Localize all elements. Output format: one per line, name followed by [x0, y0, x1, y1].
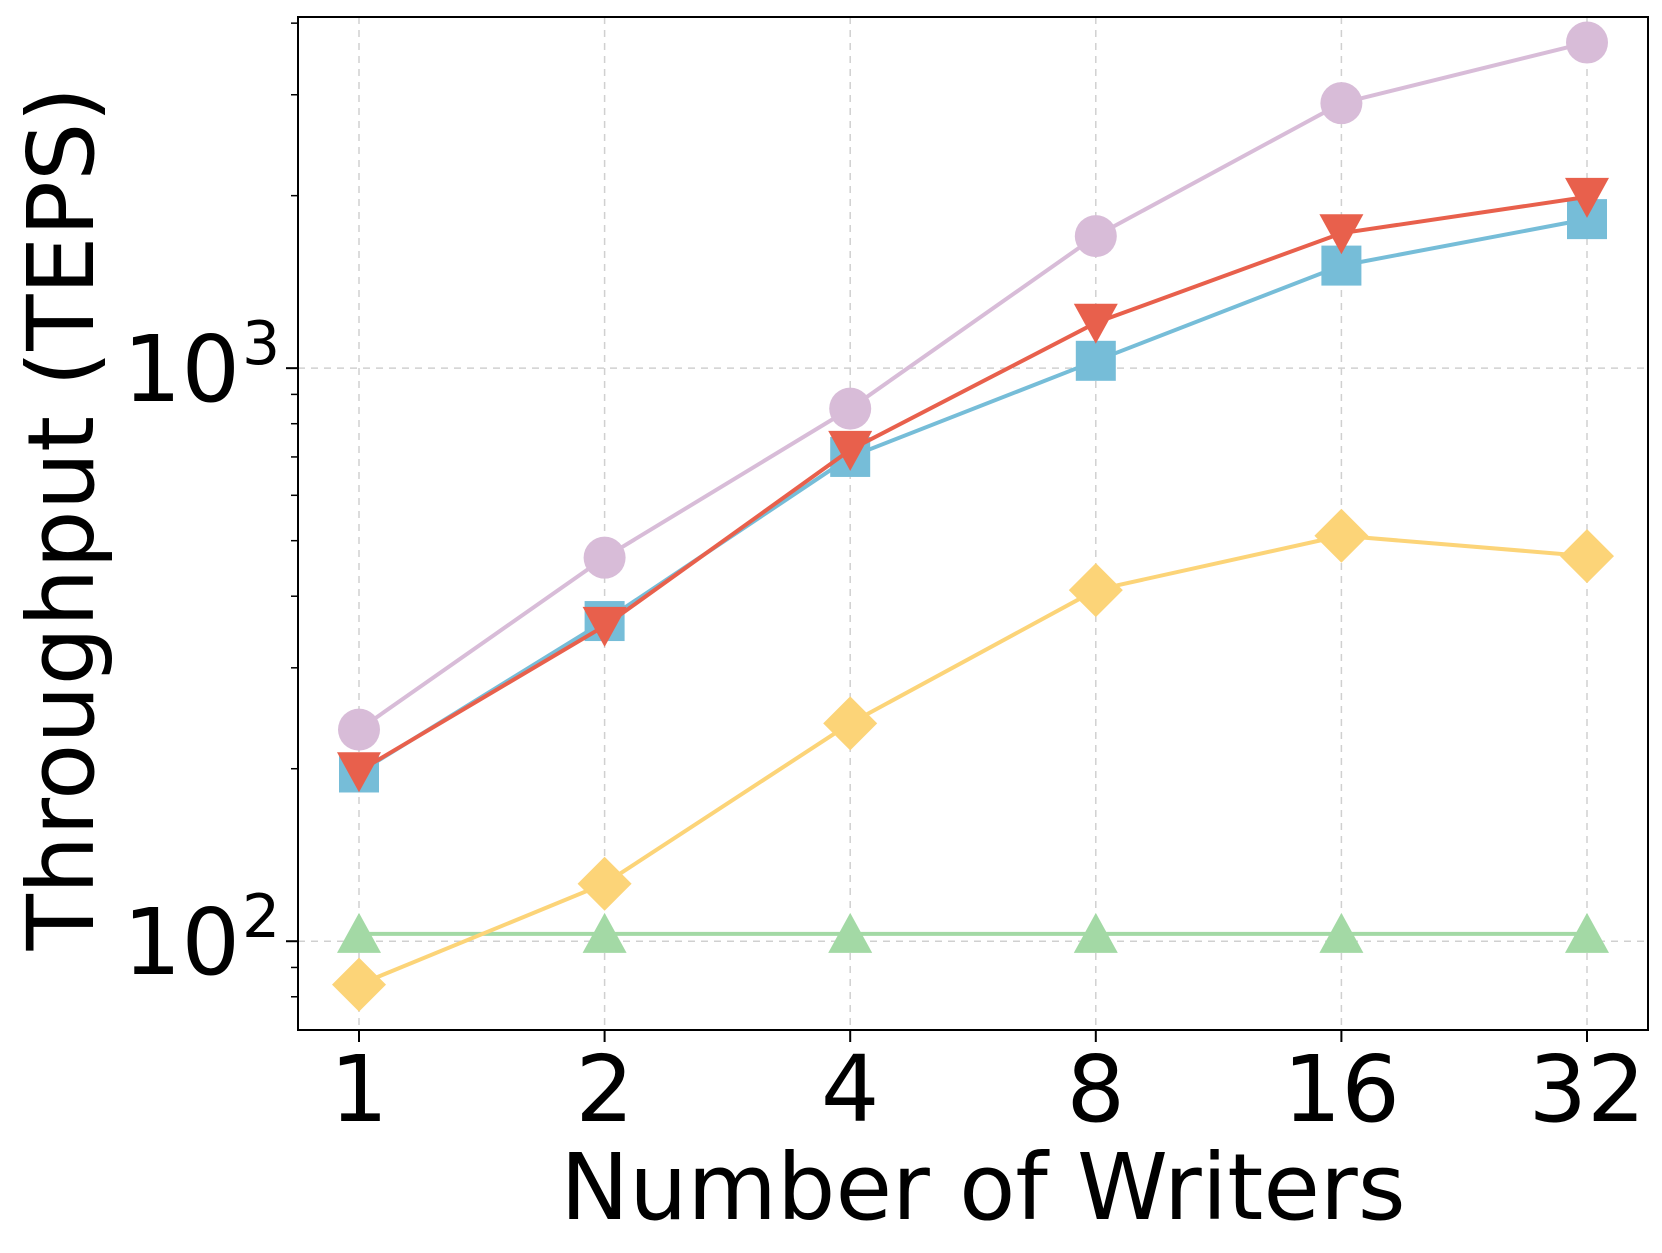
data-point-circle — [583, 536, 626, 579]
data-point-triangle-up — [1319, 912, 1364, 953]
series-line — [357, 194, 1588, 773]
data-point-triangle-up — [582, 912, 627, 953]
data-point-circle — [1566, 21, 1608, 64]
grid-layer — [298, 17, 1648, 1030]
series-diamond — [332, 508, 1614, 1012]
data-point-triangle-down — [582, 606, 627, 647]
x-tick-label: 2 — [575, 1036, 634, 1143]
y-tick-label-exponent: 3 — [242, 309, 280, 379]
x-tick-label: 4 — [821, 1036, 880, 1143]
data-point-triangle-down — [1073, 303, 1118, 344]
series-line — [357, 217, 1588, 775]
data-point-triangle-up — [337, 912, 381, 953]
series-layer — [332, 21, 1614, 1012]
data-point-circle — [1320, 82, 1363, 125]
data-point-diamond — [1314, 508, 1369, 563]
series-line — [358, 533, 1588, 987]
series-line — [357, 40, 1588, 732]
data-point-triangle-up — [828, 912, 873, 953]
x-tick-label: 8 — [1067, 1036, 1126, 1143]
data-point-diamond — [823, 696, 878, 751]
x-tick-label: 32 — [1528, 1036, 1645, 1143]
data-point-triangle-down — [1319, 214, 1364, 255]
data-point-circle — [1074, 215, 1117, 258]
x-tick-label: 16 — [1283, 1036, 1400, 1143]
y-axis-label: Throughput (TEPS) — [8, 87, 115, 952]
data-point-diamond — [1068, 563, 1123, 618]
series-triangle-down — [337, 177, 1609, 793]
data-point-diamond — [577, 856, 632, 911]
x-axis-label: Number of Writers — [560, 1134, 1405, 1241]
data-point-triangle-down — [337, 752, 381, 793]
series-triangle-up — [337, 912, 1609, 953]
series-square — [339, 199, 1607, 793]
data-point-triangle-up — [1565, 912, 1609, 953]
data-point-triangle-up — [1073, 912, 1118, 953]
data-point-triangle-down — [1565, 177, 1609, 218]
data-point-circle — [338, 708, 380, 751]
data-point-circle — [829, 387, 872, 430]
y-tick-label: 10 — [123, 889, 240, 996]
series-circle — [338, 21, 1608, 751]
data-point-diamond — [1560, 529, 1614, 584]
y-tick-label-exponent: 2 — [242, 882, 280, 952]
x-tick-label: 1 — [330, 1036, 389, 1143]
y-tick-label: 10 — [123, 316, 240, 423]
data-point-square — [1075, 340, 1116, 381]
data-point-diamond — [332, 957, 386, 1012]
plot-frame — [297, 16, 1649, 1031]
data-point-triangle-down — [828, 430, 873, 471]
